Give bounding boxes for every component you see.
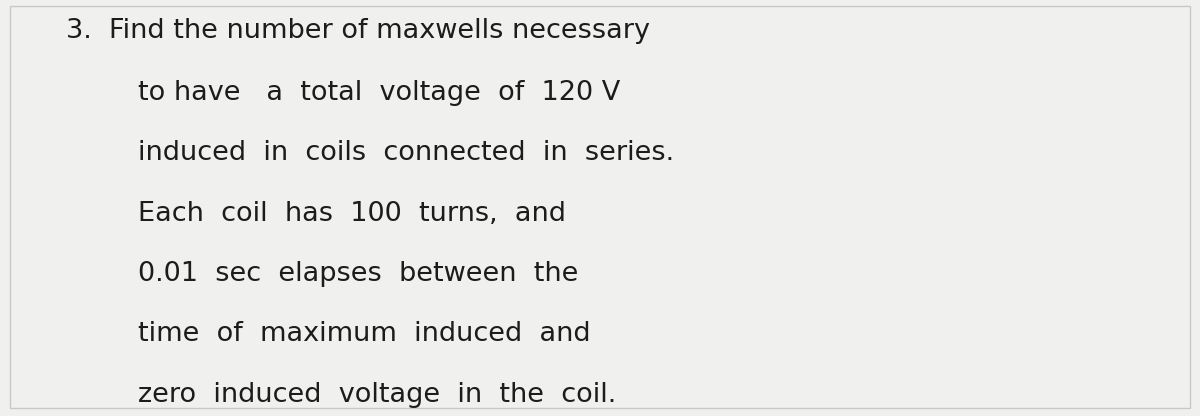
Text: 3.  Find the number of maxwells necessary: 3. Find the number of maxwells necessary xyxy=(66,17,650,44)
Text: to have   a  total  voltage  of  120 V: to have a total voltage of 120 V xyxy=(138,80,620,106)
FancyBboxPatch shape xyxy=(10,6,1190,408)
Text: induced  in  coils  connected  in  series.: induced in coils connected in series. xyxy=(138,140,674,166)
Text: zero  induced  voltage  in  the  coil.: zero induced voltage in the coil. xyxy=(138,382,617,408)
Text: 0.01  sec  elapses  between  the: 0.01 sec elapses between the xyxy=(138,261,578,287)
Text: time  of  maximum  induced  and: time of maximum induced and xyxy=(138,321,590,347)
Text: Each  coil  has  100  turns,  and: Each coil has 100 turns, and xyxy=(138,201,566,227)
